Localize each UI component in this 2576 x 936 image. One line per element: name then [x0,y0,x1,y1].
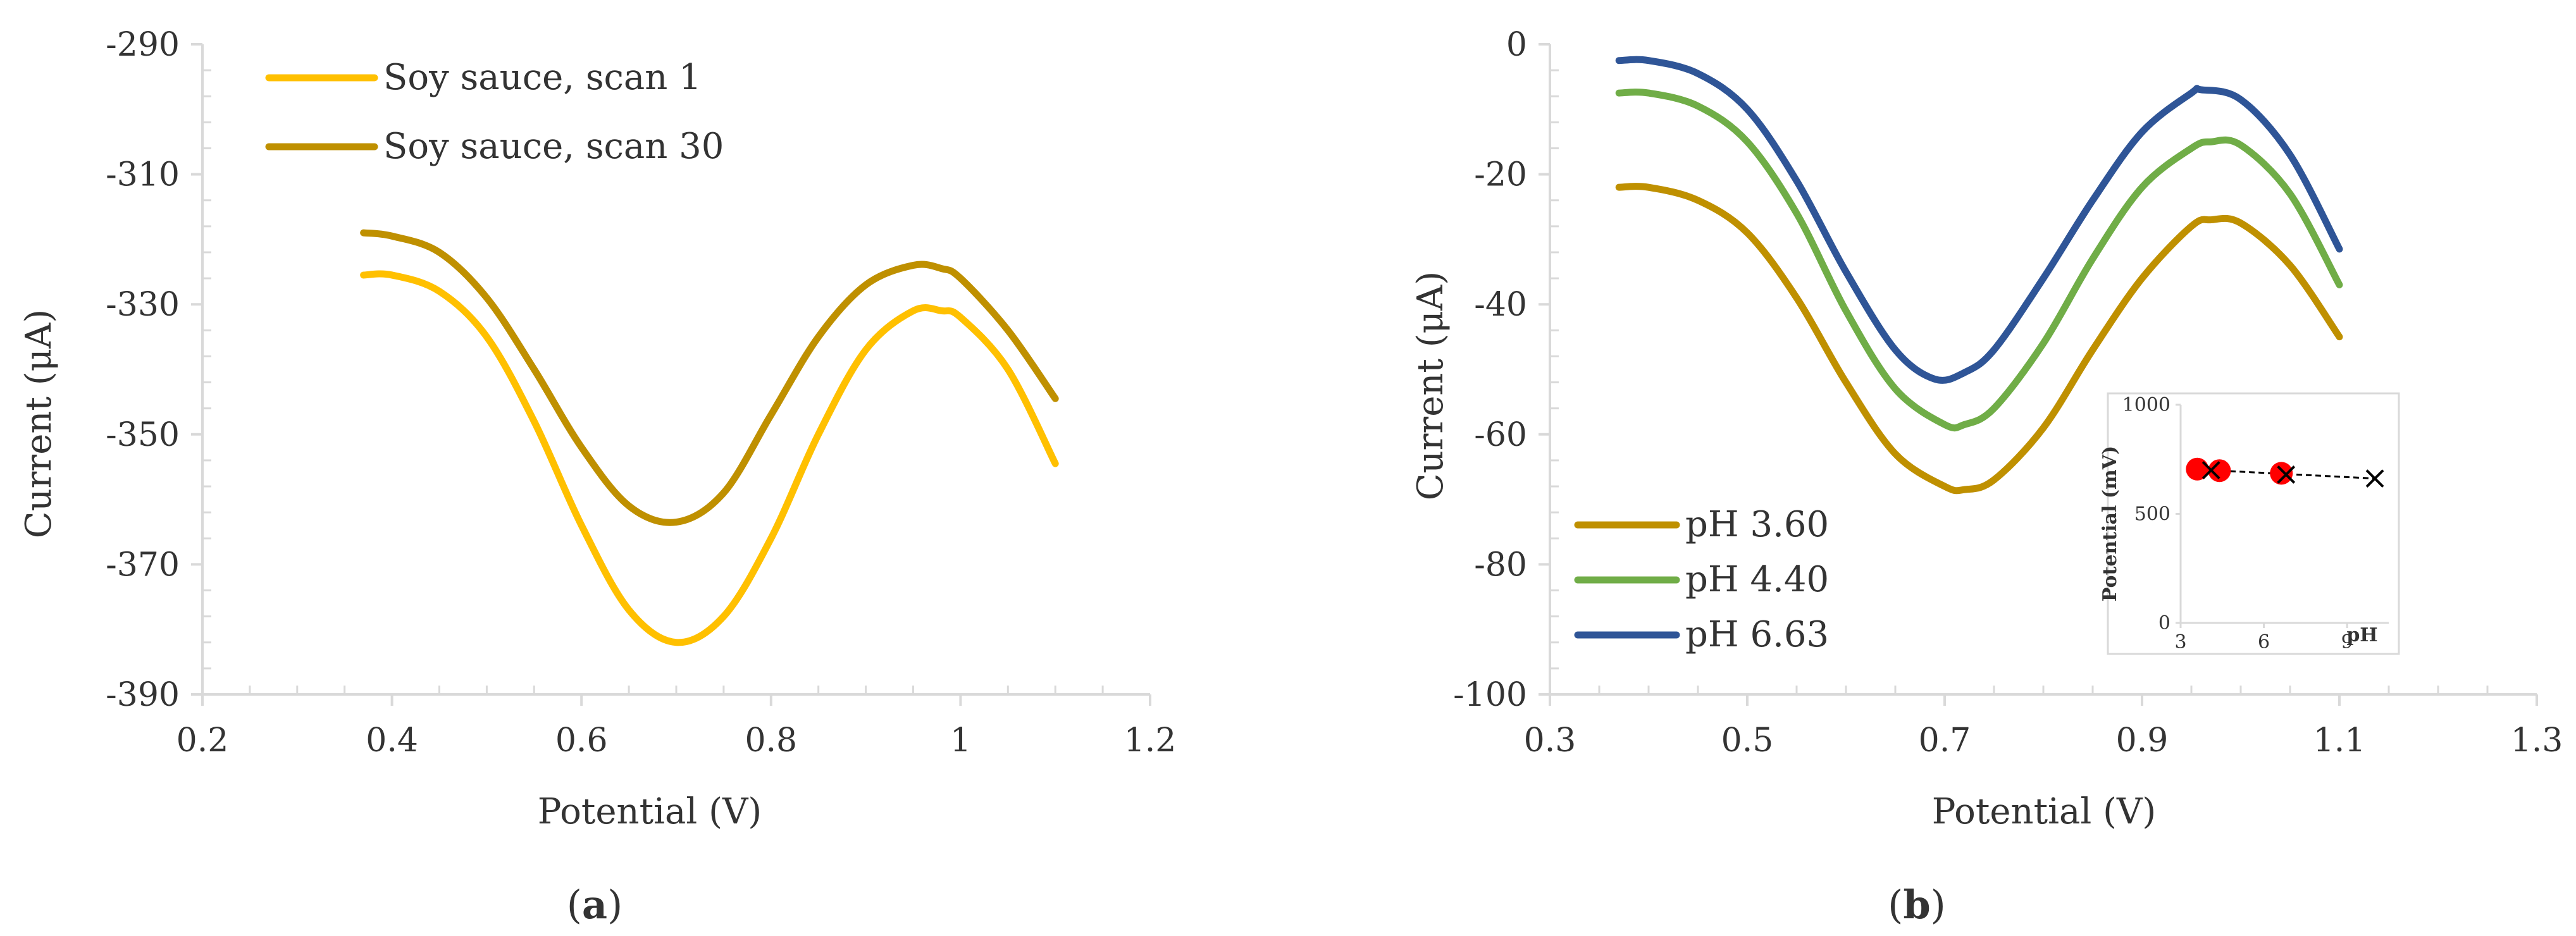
x-tick-label: 0.6 [555,722,608,760]
x-tick-label: 0.9 [2116,722,2169,760]
x-tick-label: 0.2 [176,722,229,760]
panel-a-chart: -290 -310 -330 -350 -370 -390 0.2 0.4 0.6 0.8 1 1.… [18,26,1176,928]
x-tick-label: 1.3 [2511,722,2563,760]
x-tick-label: 0.7 [1919,722,1971,760]
y-tick-label: -330 [106,286,180,324]
inset-y-tick-label: 0 [2158,612,2170,634]
legend-label-ph-6-63: pH 6.63 [1685,614,1829,655]
y-tick-label: -60 [1474,416,1527,454]
x-tick-label: 0.8 [745,722,797,760]
x-tick-label: 1.1 [2313,722,2366,760]
x-tick-label: 1.2 [1124,722,1177,760]
panel-b-label: (b) [1888,882,1946,928]
inset-x-marker-stroke [2365,469,2384,488]
inset-x-marker [2277,465,2296,484]
inset-x-axis-title: pH [2346,624,2377,646]
series-line-ph-3-60 [1615,183,2343,495]
panel-b-x-ticks: 0.3 0.5 0.7 0.9 1.1 1.3 [1524,686,2563,760]
legend-label-scan-1: Soy sauce, scan 1 [383,57,702,98]
inset-x-marker [2365,469,2384,488]
y-tick-label: -20 [1474,156,1527,194]
inset-x-tick-label: 3 [2174,631,2186,653]
inset-y-tick-label: 1000 [2122,394,2170,416]
panel-b-chart: 0 -20 -40 -60 -80 -100 0.3 0.5 0.7 0.9 1.1 1.3 Cur… [1410,26,2563,928]
legend-label-ph-4-40: pH 4.40 [1685,559,1829,600]
y-tick-label: -40 [1474,286,1527,324]
inset-x-tick-label: 6 [2258,631,2270,653]
panel-b-inset-chart: 0 500 1000 3 6 9 Potential (mV) pH [2099,392,2400,655]
panel-a-x-ticks: 0.2 0.4 0.6 0.8 1 1.2 [176,686,1177,760]
inset-red-point [2208,459,2231,483]
panel-a-legend: Soy sauce, scan 1 Soy sauce, scan 30 [265,57,724,167]
series-line-ph-6-63 [1615,56,2343,384]
inset-x-tick-label: 9 [2341,631,2353,653]
panel-b-y-axis-title: Current (μA) [1410,271,1451,501]
inset-y-axis-title: Potential (mV) [2099,446,2121,601]
series-line-ph-4-40 [1615,89,2343,432]
y-tick-label: -390 [106,676,180,714]
panel-b-legend: pH 3.60 pH 4.40 pH 6.63 [1574,504,1829,655]
inset-x-marker-stroke [2201,461,2220,479]
y-tick-label: -350 [106,416,180,454]
x-tick-label: 0.5 [1721,722,1774,760]
y-tick-label: -80 [1474,546,1527,584]
inset-x-marker-stroke [2277,465,2296,484]
y-tick-label: -290 [106,26,180,64]
legend-label-scan-30: Soy sauce, scan 30 [383,126,724,167]
panel-b-series [1615,56,2343,495]
panel-b-y-ticks: 0 -20 -40 -60 -80 -100 [1453,26,1559,714]
y-tick-label: -310 [106,156,180,194]
panel-a-y-ticks: -290 -310 -330 -350 -370 -390 [106,26,211,714]
y-tick-label: -100 [1453,676,1527,714]
y-tick-label: -370 [106,546,180,584]
legend-label-ph-3-60: pH 3.60 [1685,504,1829,545]
x-tick-label: 0.4 [366,722,418,760]
panel-a-x-axis-title: Potential (V) [538,791,762,832]
inset-x-ticks: 3 6 9 [2174,623,2353,653]
x-tick-label: 0.3 [1524,722,1576,760]
inset-trend-line [2211,469,2375,480]
series-line-soy-sauce-scan-30 [360,229,1059,526]
inset-red-point [2270,462,2293,485]
panel-a-y-axis-title: Current (μA) [18,309,59,539]
panel-b-x-axis-title: Potential (V) [1932,791,2156,832]
x-tick-label: 1 [950,722,971,760]
y-tick-label: 0 [1506,26,1527,64]
series-line-soy-sauce-scan-1 [360,270,1059,646]
inset-y-tick-label: 500 [2134,503,2170,526]
inset-frame [2107,392,2400,655]
panel-a-label: (a) [567,882,623,928]
inset-points [2186,457,2384,488]
inset-y-ticks: 0 500 1000 [2122,394,2181,634]
panel-a-series [360,229,1059,646]
inset-x-marker [2201,461,2220,479]
